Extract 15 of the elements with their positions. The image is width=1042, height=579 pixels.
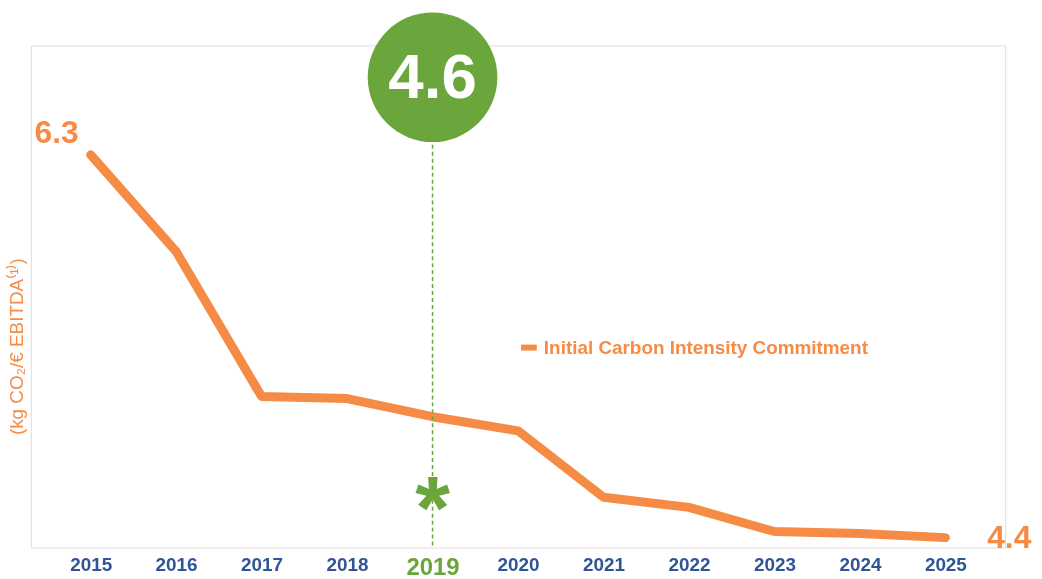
y-axis-title: (kg CO₂/€ EBITDA⁽¹⁾) [5, 258, 28, 436]
legend-label: Initial Carbon Intensity Commitment [543, 336, 869, 358]
x-tick-label: 2023 [753, 553, 796, 575]
x-tick-label: 2024 [839, 553, 882, 575]
x-tick-label: 2022 [668, 553, 711, 575]
data-label: 6.3 [34, 113, 79, 150]
x-tick-label: 2018 [326, 553, 369, 575]
ref-line-label: 4.6 [388, 40, 477, 112]
data-label: 4.4 [987, 518, 1032, 555]
x-tick-label: 2016 [155, 553, 198, 575]
x-tick-label: 2021 [582, 553, 625, 575]
x-tick-label: 2025 [924, 553, 967, 575]
x-tick-label: 2020 [497, 553, 540, 575]
x-tick-label: 2015 [70, 553, 113, 575]
x-tick-label: 2017 [241, 553, 284, 575]
